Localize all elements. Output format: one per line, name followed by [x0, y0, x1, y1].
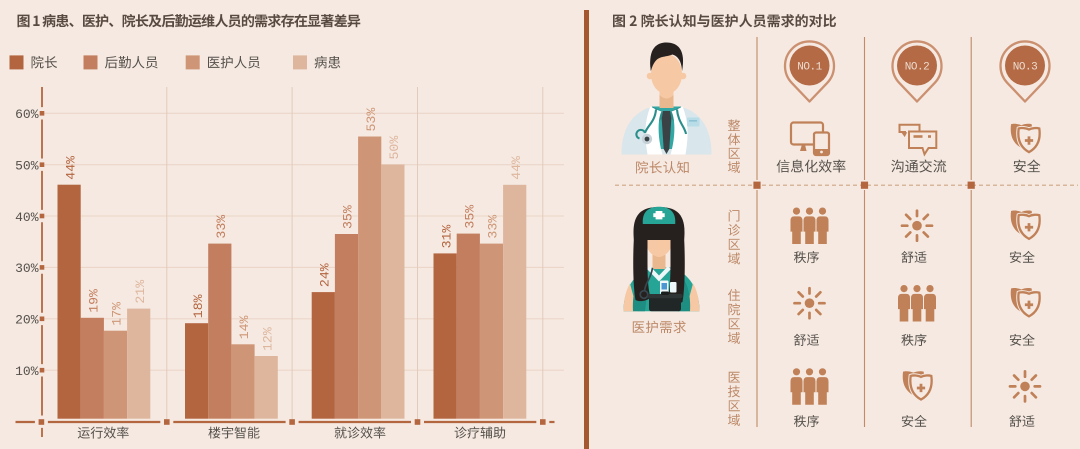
svg-text:60%: 60% — [15, 107, 39, 122]
svg-text:NO.1: NO.1 — [797, 61, 822, 73]
svg-text:17%: 17% — [110, 302, 125, 326]
svg-text:44%: 44% — [509, 156, 524, 180]
svg-text:50%: 50% — [387, 136, 402, 160]
svg-text:53%: 53% — [364, 108, 379, 132]
svg-text:NO.2: NO.2 — [905, 61, 929, 73]
svg-text:NO.3: NO.3 — [1013, 61, 1037, 73]
svg-text:20%: 20% — [15, 313, 39, 328]
svg-text:40%: 40% — [15, 210, 39, 225]
svg-text:10%: 10% — [15, 364, 39, 379]
svg-text:18%: 18% — [191, 294, 206, 318]
svg-text:31%: 31% — [439, 225, 454, 249]
svg-text:50%: 50% — [15, 159, 39, 174]
svg-text:19%: 19% — [87, 289, 102, 313]
svg-text:14%: 14% — [237, 315, 252, 339]
svg-text:35%: 35% — [463, 205, 478, 229]
svg-text:33%: 33% — [214, 215, 229, 239]
svg-text:44%: 44% — [63, 156, 78, 180]
svg-text:30%: 30% — [15, 261, 39, 276]
svg-text:24%: 24% — [318, 263, 333, 287]
svg-text:33%: 33% — [486, 215, 501, 239]
svg-text:12%: 12% — [260, 327, 275, 351]
svg-text:35%: 35% — [341, 205, 356, 229]
svg-text:21%: 21% — [133, 280, 148, 304]
